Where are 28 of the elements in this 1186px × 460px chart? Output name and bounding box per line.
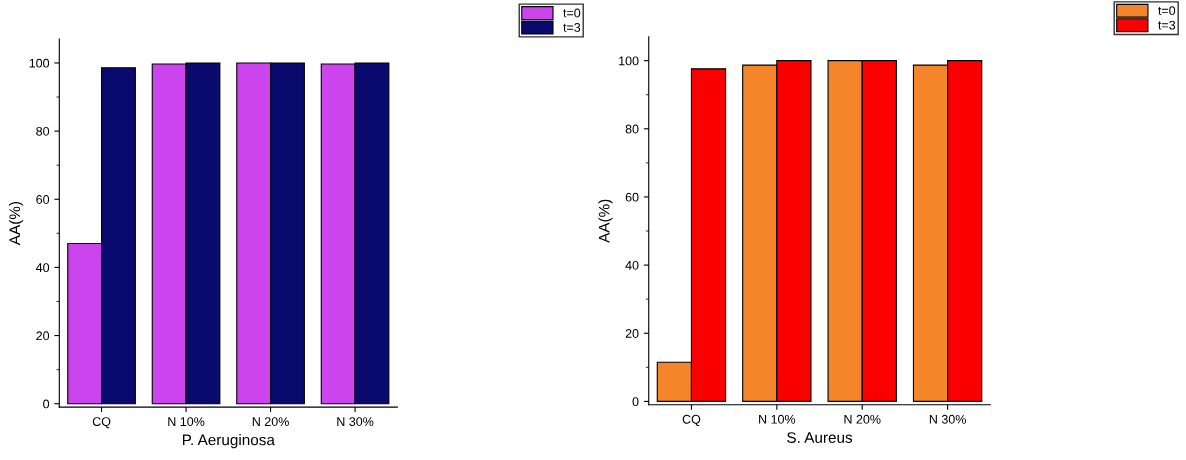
legend-label: t=0 [1158, 6, 1176, 16]
y-tick-label: 0 [632, 397, 639, 407]
y-axis-title: AA(%) [598, 199, 613, 243]
x-axis-title: S. Aureus [787, 432, 853, 443]
y-tick-label: 100 [29, 58, 50, 68]
x-tick-label: CQ [92, 417, 111, 429]
x-axis-title: P. Aeruginosa [182, 434, 275, 449]
x-tick-label: N 30% [929, 414, 966, 424]
y-tick-label: 0 [43, 399, 50, 409]
y-tick-label: 100 [619, 56, 639, 66]
y-tick-label: 40 [625, 260, 639, 270]
y-tick-label: 20 [625, 329, 639, 338]
legend-label: t=0 [563, 8, 581, 18]
y-tick-label: 20 [36, 331, 50, 341]
y-tick-label: 40 [35, 263, 50, 273]
x-tick-label: N 20% [844, 414, 881, 424]
y-axis-title: AA(%) [8, 201, 24, 246]
legend-label: t=3 [563, 23, 581, 32]
x-tick-label: N 20% [252, 417, 289, 426]
y-tick-label: 60 [36, 195, 50, 204]
x-tick-label: N 10% [168, 417, 205, 426]
y-tick-label: 80 [625, 124, 639, 134]
x-tick-label: N 10% [759, 414, 796, 424]
x-tick-label: N 30% [337, 417, 374, 426]
y-tick-label: 80 [36, 126, 50, 136]
y-tick-label: 60 [625, 192, 639, 202]
legend-label: t=3 [1158, 20, 1176, 30]
x-tick-label: CQ [682, 414, 701, 426]
